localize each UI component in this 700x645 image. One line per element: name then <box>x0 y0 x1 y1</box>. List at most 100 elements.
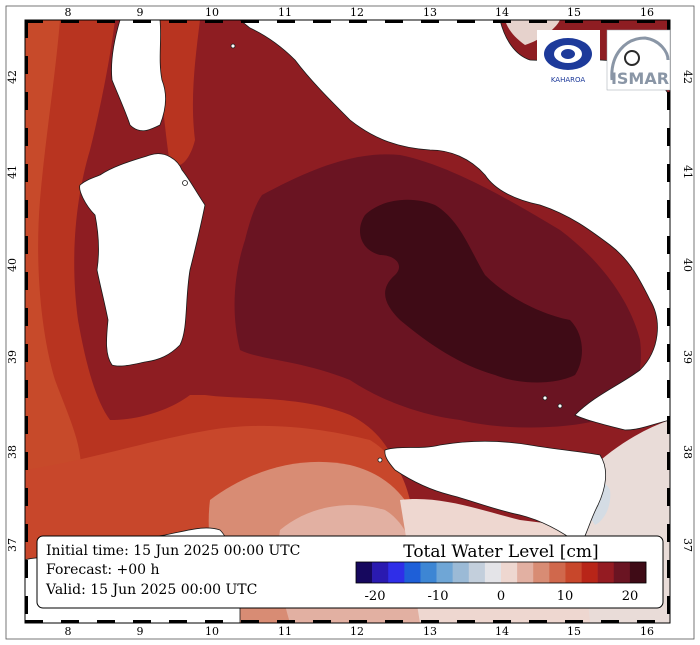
forecast-hours: Forecast: +00 h <box>46 562 160 578</box>
land-sardinia <box>79 153 206 367</box>
frame-bar <box>667 524 670 542</box>
info-box <box>36 535 664 609</box>
frame-bar <box>25 560 28 578</box>
land-islet <box>230 43 236 49</box>
lon-tick-label: 11 <box>278 625 292 638</box>
logo-right-wave <box>610 36 670 81</box>
frame-bar <box>277 620 295 623</box>
land-islet <box>182 180 188 186</box>
lat-tick-label: 40 <box>6 258 19 272</box>
lat-tick-label: 37 <box>681 538 694 552</box>
lat-tick-label: 38 <box>6 445 19 459</box>
frame-bar <box>493 620 511 623</box>
field-zone-orange-strait <box>160 20 200 167</box>
initial-time: Initial time: 15 Jun 2025 00:00 UTC <box>46 543 300 559</box>
lon-tick-label: 13 <box>423 6 437 19</box>
frame-bar <box>493 20 511 23</box>
frame-bar <box>133 620 151 623</box>
logo-left-text: KAHAROA <box>551 76 586 84</box>
frame-bar <box>25 236 28 254</box>
frame-bar <box>565 20 583 23</box>
frame-bar <box>25 164 28 182</box>
frame-bar <box>61 620 79 623</box>
frame-bar <box>25 524 28 542</box>
frame-bar <box>25 596 28 614</box>
colorbar-swatch <box>629 562 647 583</box>
frame-bar <box>667 488 670 506</box>
colorbar-swatch <box>484 562 502 583</box>
frame-bar <box>25 20 28 38</box>
field-zone-adriatic <box>505 20 560 45</box>
frame-bar <box>133 20 151 23</box>
lon-tick-label: 14 <box>495 6 509 19</box>
colorbar-swatch <box>404 562 421 583</box>
frame-bar <box>169 620 187 623</box>
lon-tick-label: 14 <box>495 625 509 638</box>
lon-tick-label: 12 <box>350 625 364 638</box>
land-islet <box>557 403 563 409</box>
colorbar-swatch <box>581 562 598 583</box>
lon-tick-label: 8 <box>65 625 72 638</box>
field-zone-darkest <box>360 199 582 383</box>
frame-bar <box>601 20 619 23</box>
frame-bar <box>25 416 28 434</box>
lon-tick-label: 9 <box>137 625 144 638</box>
frame-bar <box>457 20 475 23</box>
frame-bar <box>25 20 43 23</box>
colorbar-swatch <box>388 562 405 583</box>
colorbar-swatch <box>356 562 373 583</box>
frame-bar <box>385 620 403 623</box>
frame-bar <box>601 620 619 623</box>
frame-bar <box>667 344 670 362</box>
frame-bar <box>667 164 670 182</box>
logo-right-text: ISMAR <box>611 69 669 88</box>
lat-tick-label: 41 <box>6 165 19 179</box>
lon-tick-label: 8 <box>65 6 72 19</box>
lat-tick-label: 37 <box>6 538 19 552</box>
frame-bar <box>349 20 367 23</box>
valid-time: Valid: 15 Jun 2025 00:00 UTC <box>45 582 257 598</box>
colorbar-swatch <box>597 562 615 583</box>
lat-tick-label: 38 <box>681 445 694 459</box>
lon-tick-label: 16 <box>640 625 654 638</box>
lon-tick-label: 10 <box>205 625 219 638</box>
frame-bar <box>169 20 187 23</box>
field-zone-orange-edge <box>25 20 81 500</box>
frame-bar <box>565 620 583 623</box>
frame-bar <box>61 20 79 23</box>
frame-bar <box>667 560 670 578</box>
frame-bar <box>25 488 28 506</box>
frame-bar <box>385 20 403 23</box>
land-corsica <box>111 20 166 132</box>
frame-bar <box>421 620 439 623</box>
frame-bar <box>25 308 28 326</box>
legend-tick: 20 <box>622 589 639 604</box>
frame-bar <box>667 236 670 254</box>
frame-bar <box>667 272 670 290</box>
colorbar-swatch <box>420 562 437 583</box>
frame-bar <box>637 20 655 23</box>
colorbar-swatch <box>565 562 582 583</box>
land-sicily <box>384 440 607 546</box>
lon-labels-top: 8 9 10 11 12 13 14 15 16 <box>65 6 655 19</box>
lon-tick-label: 13 <box>423 625 437 638</box>
frame-bar <box>457 620 475 623</box>
logos: KAHAROA ISMAR <box>537 29 671 91</box>
frame-bar <box>529 20 547 23</box>
frame-bar <box>667 200 670 218</box>
frame-bar <box>667 596 670 614</box>
colorbar-swatch <box>436 562 453 583</box>
colorbar-swatch <box>533 562 550 583</box>
frame-bar <box>667 416 670 434</box>
lon-tick-label: 16 <box>640 6 654 19</box>
lat-tick-label: 41 <box>681 165 694 179</box>
frame-bar <box>667 308 670 326</box>
colorbar-swatch <box>372 562 389 583</box>
frame-bar <box>205 20 223 23</box>
legend-tick: 10 <box>557 589 574 604</box>
colorbar-swatch <box>517 562 534 583</box>
colorbar-swatch <box>501 562 518 583</box>
frame-bar <box>667 452 670 470</box>
lat-tick-label: 42 <box>681 70 694 84</box>
frame-bars <box>25 20 670 623</box>
